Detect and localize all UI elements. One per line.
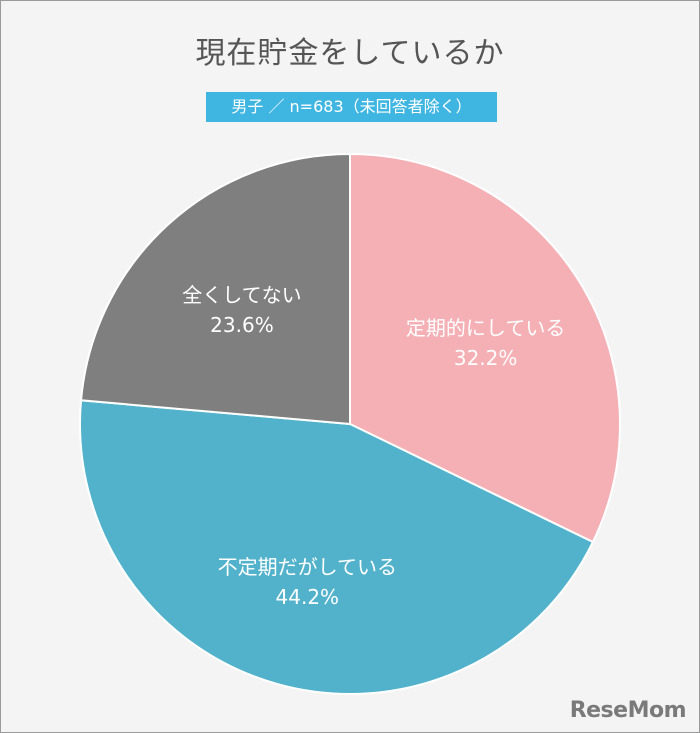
pie-slice bbox=[79, 152, 351, 426]
slice-value-label: 23.6% bbox=[210, 313, 274, 337]
slice-category-label: 全くしてない bbox=[182, 283, 301, 307]
slice-value-label: 32.2% bbox=[454, 346, 518, 370]
pie-slices bbox=[79, 152, 621, 695]
chart-subtitle-badge: 男子 ／ n=683（未回答者除く） bbox=[206, 92, 497, 122]
slice-value-label: 44.2% bbox=[276, 585, 340, 609]
pie-labels: 定期的にしている 32.2% 不定期だがしている 44.2% 全くしてない 23.6% bbox=[182, 283, 565, 609]
pie-slice bbox=[79, 399, 595, 695]
slice-category-label: 不定期だがしている bbox=[218, 555, 397, 579]
slice-category-label: 定期的にしている bbox=[406, 316, 565, 340]
chart-title: 現在貯金をしているか bbox=[195, 36, 505, 71]
pie-slice bbox=[349, 152, 621, 544]
resemom-logo: ReseMom bbox=[569, 698, 687, 723]
